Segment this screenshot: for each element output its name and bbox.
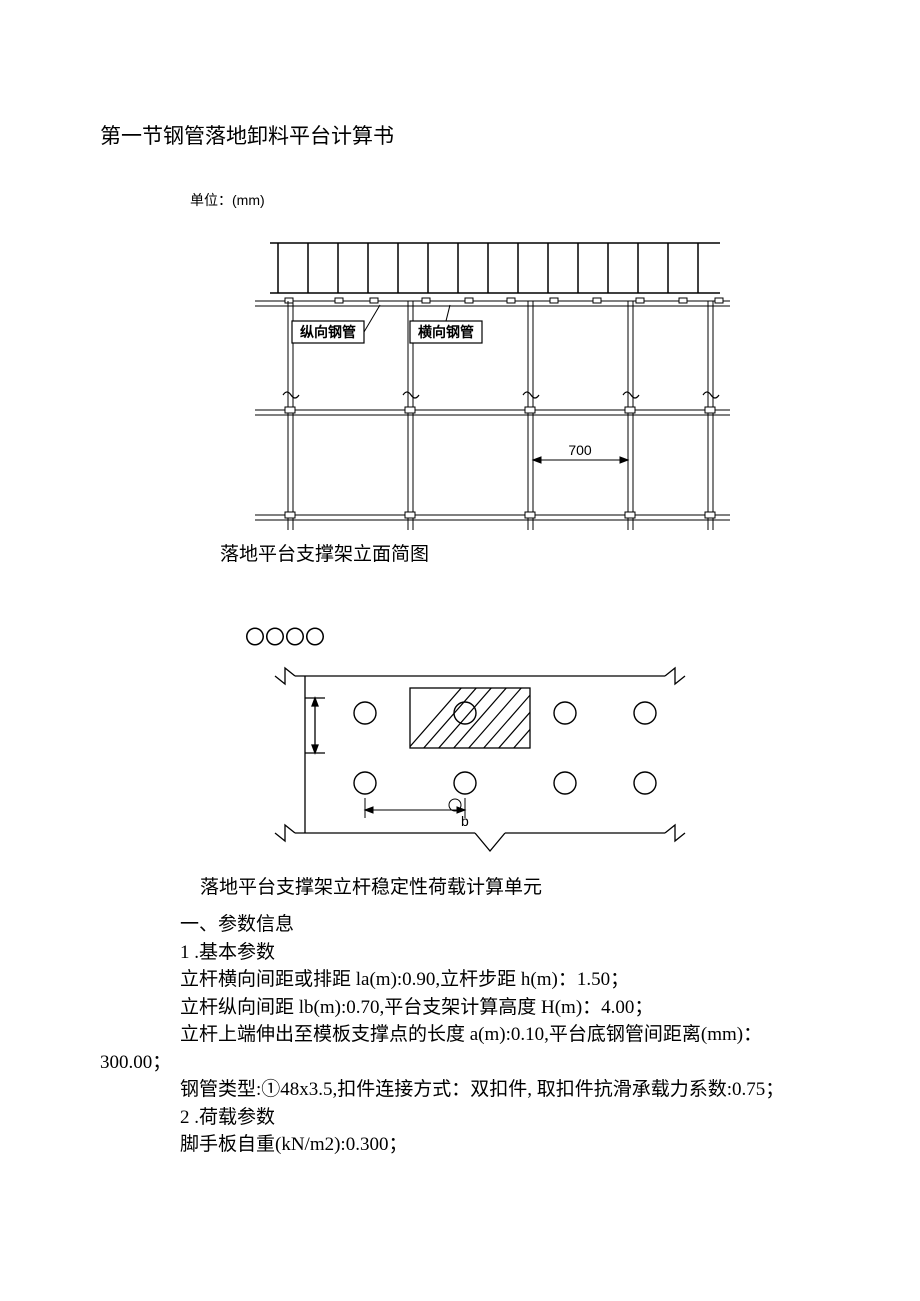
- basic-line3b: 300.00；: [100, 1049, 820, 1077]
- elevation-diagram: 纵向钢管 横向钢管 700: [250, 235, 730, 535]
- section-title: 第一节钢管落地卸料平台计算书: [100, 120, 820, 150]
- transverse-label: 横向钢管: [418, 324, 474, 341]
- basic-line3a: 立杆上端伸出至模板支撑点的长度 a(m):0.10,平台底钢管间距离(mm)：: [180, 1021, 820, 1049]
- diagram1-caption: 落地平台支撑架立面简图: [220, 539, 429, 566]
- decor-circles: 〇〇〇〇: [245, 621, 325, 650]
- params-heading: 一、参数信息: [180, 911, 820, 939]
- basic-line1: 立杆横向间距或排距 la(m):0.90,立杆步距 h(m)：1.50；: [180, 966, 820, 994]
- plan-diagram: b: [265, 658, 695, 868]
- basic-params-heading: 1 .基本参数: [180, 939, 820, 967]
- dimension-700: 700: [568, 442, 592, 458]
- basic-line2: 立杆纵向间距 lb(m):0.70,平台支架计算高度 H(m)：4.00；: [180, 994, 820, 1022]
- load-line1: 脚手板自重(kN/m2):0.300；: [180, 1131, 820, 1159]
- longitudinal-label: 纵向钢管: [300, 324, 356, 341]
- basic-line4: 钢管类型:①48x3.5,扣件连接方式：双扣件, 取扣件抗滑承载力系数:0.75…: [180, 1076, 820, 1104]
- dimension-b: b: [461, 813, 469, 829]
- load-params-heading: 2 .荷载参数: [180, 1104, 820, 1132]
- unit-label: 单位：(mm): [190, 190, 820, 210]
- diagram2-caption: 落地平台支撑架立杆稳定性荷载计算单元: [200, 872, 542, 899]
